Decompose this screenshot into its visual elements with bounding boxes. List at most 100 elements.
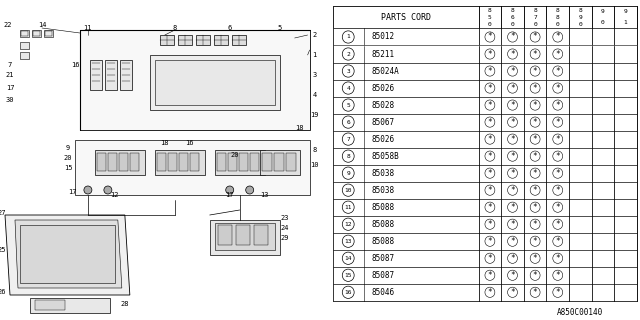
Text: 85046: 85046 (371, 288, 395, 297)
Circle shape (508, 253, 518, 263)
Text: *: * (488, 237, 492, 246)
Text: 28: 28 (120, 301, 129, 307)
Circle shape (508, 151, 518, 161)
Circle shape (530, 66, 540, 76)
Text: 3: 3 (312, 72, 317, 78)
Text: 85087: 85087 (371, 254, 395, 263)
Bar (217, 153, 226, 171)
Circle shape (530, 134, 540, 144)
Text: 24: 24 (280, 225, 289, 231)
Circle shape (485, 100, 495, 110)
Bar (119, 153, 128, 171)
Circle shape (553, 253, 563, 263)
Circle shape (553, 236, 563, 246)
Bar (20, 42, 29, 49)
Text: 85024A: 85024A (371, 67, 399, 76)
Circle shape (530, 287, 540, 297)
Text: 5: 5 (278, 25, 282, 31)
Text: *: * (533, 135, 538, 144)
Text: *: * (533, 271, 538, 280)
Bar (160, 35, 174, 45)
Circle shape (226, 186, 234, 194)
Circle shape (342, 201, 354, 213)
Text: 0: 0 (533, 22, 537, 27)
Text: *: * (556, 100, 560, 109)
Circle shape (342, 133, 354, 145)
Text: 8: 8 (488, 8, 492, 12)
Text: *: * (556, 288, 560, 297)
Bar (90, 60, 102, 90)
Text: *: * (510, 152, 515, 161)
Text: *: * (488, 288, 492, 297)
Text: 8: 8 (173, 25, 177, 31)
Circle shape (342, 116, 354, 128)
Text: 6: 6 (511, 15, 515, 20)
Text: 9: 9 (346, 171, 350, 176)
Text: *: * (533, 117, 538, 127)
Text: 0: 0 (556, 22, 559, 27)
Text: 85087: 85087 (371, 271, 395, 280)
Text: *: * (510, 186, 515, 195)
Text: 9: 9 (624, 9, 627, 14)
Circle shape (553, 151, 563, 161)
Text: 0: 0 (579, 22, 582, 27)
Text: 17: 17 (6, 85, 14, 91)
Bar (178, 35, 192, 45)
Circle shape (508, 185, 518, 195)
Text: *: * (488, 50, 492, 59)
Text: *: * (488, 152, 492, 161)
Text: *: * (556, 271, 560, 280)
Text: *: * (533, 237, 538, 246)
Bar (214, 35, 228, 45)
Text: *: * (556, 203, 560, 212)
Text: 18: 18 (161, 140, 169, 146)
Bar (20, 30, 29, 37)
Text: 8: 8 (556, 8, 559, 12)
Circle shape (553, 32, 563, 42)
Text: 5: 5 (488, 15, 492, 20)
Bar (155, 150, 205, 175)
Circle shape (508, 219, 518, 229)
Circle shape (553, 219, 563, 229)
Text: 3: 3 (346, 68, 350, 74)
Text: 20: 20 (63, 155, 72, 161)
Text: 7: 7 (8, 62, 12, 68)
Circle shape (342, 48, 354, 60)
Circle shape (485, 287, 495, 297)
Text: 4: 4 (346, 85, 350, 91)
Circle shape (485, 185, 495, 195)
Bar (105, 60, 117, 90)
Bar (108, 153, 117, 171)
Circle shape (530, 83, 540, 93)
Bar (333, 148, 637, 164)
Bar (333, 216, 637, 233)
Bar (333, 45, 637, 62)
Text: *: * (556, 186, 560, 195)
Bar (333, 62, 637, 80)
Circle shape (530, 100, 540, 110)
Text: *: * (533, 33, 538, 42)
Bar (333, 80, 637, 97)
Text: 2: 2 (346, 52, 350, 57)
Text: 13: 13 (260, 192, 269, 198)
Text: *: * (488, 271, 492, 280)
Text: 9: 9 (66, 145, 70, 151)
Bar (20, 52, 29, 59)
Circle shape (530, 236, 540, 246)
Circle shape (485, 32, 495, 42)
Text: *: * (556, 67, 560, 76)
Circle shape (342, 252, 354, 264)
Bar (285, 153, 296, 171)
Bar (333, 233, 637, 250)
Text: 85088: 85088 (371, 237, 395, 246)
Text: 85211: 85211 (371, 50, 395, 59)
Text: 18: 18 (296, 125, 304, 131)
Text: 15: 15 (344, 273, 352, 278)
Text: 8: 8 (533, 8, 537, 12)
Text: *: * (510, 288, 515, 297)
Bar (120, 60, 132, 90)
Bar (20, 225, 115, 283)
Text: *: * (488, 67, 492, 76)
Circle shape (485, 151, 495, 161)
Circle shape (530, 185, 540, 195)
